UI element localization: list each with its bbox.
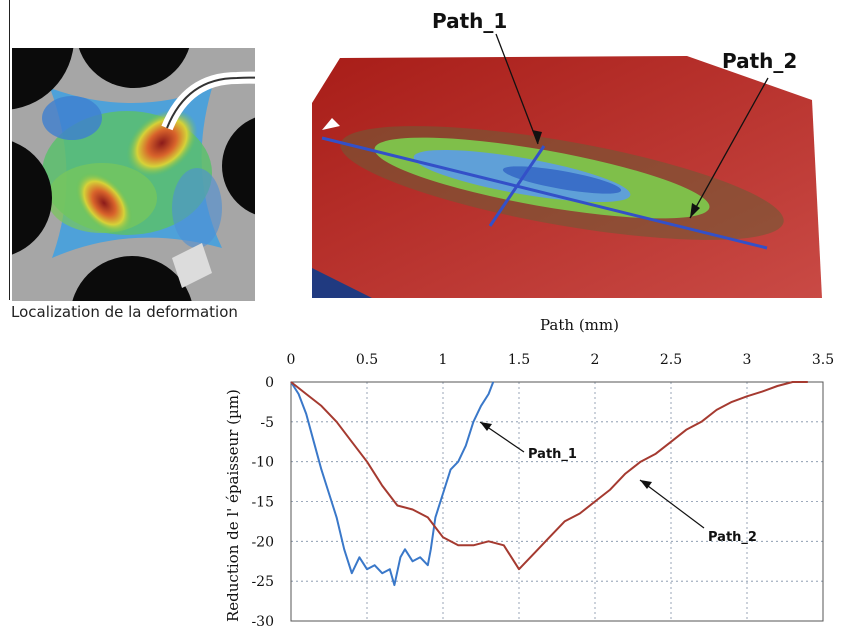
- y-tick-label: 0: [265, 375, 274, 391]
- y-tick-labels: 0 -5 -10 -15 -20 -25 -30: [251, 375, 274, 628]
- y-tick-label: -10: [251, 455, 274, 471]
- x-axis-title: Path (mm): [540, 316, 619, 334]
- x-tick-label: 3.5: [812, 352, 834, 368]
- x-tick-label: 0.5: [356, 352, 378, 368]
- deformation-caption: Localization de la deformation: [11, 303, 238, 321]
- annotation-arrow-path-2: [639, 479, 705, 529]
- x-tick-label: 2: [591, 352, 600, 368]
- plot-frame: [290, 381, 824, 622]
- y-tick-label: -20: [251, 534, 274, 550]
- x-tick-label: 3: [743, 352, 752, 368]
- surface-3d-image: [312, 56, 822, 298]
- thickness-reduction-chart: 0 0.5 1 1.5 2 2.5 3 3.5 0 -5 -10 -15 -20 -25 -30 Path…: [224, 316, 835, 628]
- y-tick-label: -30: [251, 614, 274, 628]
- surface-label-path-1: Path_1: [432, 9, 507, 33]
- y-axis-title: Reduction de l' épaisseur (µm): [224, 389, 242, 622]
- x-tick-label: 0: [287, 352, 296, 368]
- annotation-path-2: Path_2: [708, 530, 757, 545]
- x-tick-label: 1.5: [508, 352, 530, 368]
- series-line-path-2: [290, 381, 808, 571]
- y-tick-label: -15: [251, 495, 274, 511]
- y-tick-label: -25: [251, 574, 274, 590]
- specimen-strain-map: [12, 48, 255, 301]
- chart-grid: [290, 381, 824, 622]
- left-border-line: [9, 0, 10, 300]
- y-tick-label: -5: [260, 415, 274, 431]
- x-tick-label: 1: [439, 352, 448, 368]
- x-tick-labels: 0 0.5 1 1.5 2 2.5 3 3.5: [287, 352, 835, 368]
- annotation-path-1: Path_1: [528, 447, 577, 462]
- series-line-path-1: [290, 381, 495, 587]
- x-tick-label: 2.5: [660, 352, 682, 368]
